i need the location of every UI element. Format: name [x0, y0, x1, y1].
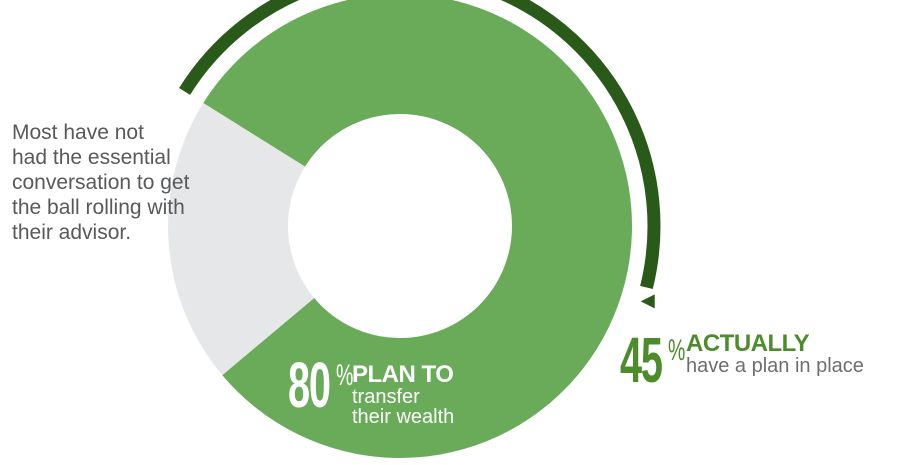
data-label-actually: 45 % ACTUALLY have a plan in place — [620, 324, 864, 396]
plan-to-line1: transfer — [352, 386, 420, 408]
annotation-not: Most have not had the essential conversa… — [12, 120, 212, 245]
annotation-line: conversation to get — [12, 171, 190, 194]
annotation-line: Most have not — [12, 121, 144, 144]
actually-value: 45 — [620, 324, 663, 396]
annotation-line: their advisor. — [12, 221, 132, 244]
data-label-plan-to: 80 % PLAN TO transfer their wealth — [288, 349, 455, 428]
arrow-marker-icon — [640, 294, 655, 309]
annotation-line: had the essential — [12, 146, 171, 169]
donut-hole — [288, 114, 512, 338]
overlay-arc-actually — [179, 0, 661, 290]
actually-headline: ACTUALLY — [686, 330, 810, 357]
plan-to-percent-sign: % — [336, 359, 354, 392]
slice-not — [168, 103, 400, 376]
plan-to-line2: their wealth — [352, 406, 455, 428]
actually-percent-sign: % — [668, 334, 686, 367]
plan-to-headline: PLAN TO — [352, 361, 454, 388]
plan-to-value: 80 — [288, 349, 331, 421]
annotation-line: the ball rolling with — [12, 196, 185, 219]
actually-line1: have a plan in place — [686, 355, 864, 377]
